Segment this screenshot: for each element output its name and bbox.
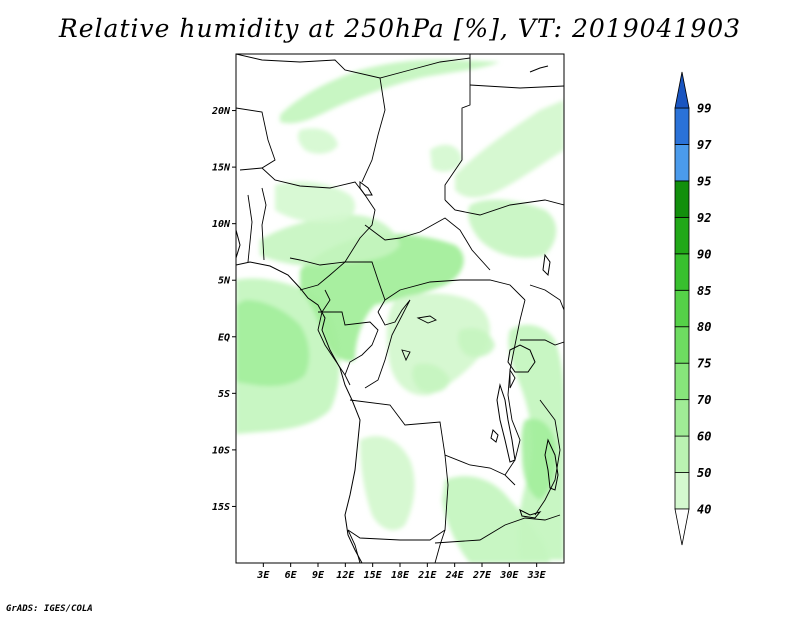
colorbar-segment xyxy=(674,435,690,473)
lake-kivu xyxy=(509,368,516,389)
colorbar-label: 97 xyxy=(697,138,712,152)
lake-tumba xyxy=(401,349,411,362)
lat-tick-label: EQ xyxy=(218,332,230,343)
humidity-area-south xyxy=(360,436,415,531)
lat-tick-label: 10N xyxy=(212,219,231,230)
border-benin xyxy=(261,187,267,261)
lat-tick-label: 20N xyxy=(211,106,231,117)
lat-tick-label: 10S xyxy=(212,445,230,456)
border-uganda-kenya xyxy=(520,284,564,346)
border-niger-chad xyxy=(361,77,386,183)
lon-tick-label: 24E xyxy=(445,570,465,581)
lon-tick-label: 18E xyxy=(391,570,410,581)
colorbar-label: 85 xyxy=(697,284,711,298)
border-car-drc xyxy=(384,279,526,301)
colorbar-upper-triangle xyxy=(674,71,690,109)
lon-tick-label: 3E xyxy=(256,570,270,581)
colorbar-segment xyxy=(674,144,690,182)
chart-title: Relative humidity at 250hPa [%], VT: 201… xyxy=(58,14,742,43)
border-angola-zambia xyxy=(347,454,449,541)
country-boundaries xyxy=(236,54,564,563)
nile-delta xyxy=(529,65,549,73)
border-north-algeria xyxy=(236,54,471,79)
colorbar-label: 95 xyxy=(697,174,711,188)
lat-tick-label: 5S xyxy=(218,389,230,400)
border-congo-gabon xyxy=(318,311,379,386)
border-egypt-sudan xyxy=(469,84,564,89)
colorbar-label: 60 xyxy=(697,430,711,444)
border-chad-car xyxy=(364,217,491,271)
border-congo-drc xyxy=(364,299,411,389)
lake-mweru xyxy=(490,429,499,443)
colorbar-label: 92 xyxy=(697,211,711,225)
lon-tick-label: 21E xyxy=(417,570,437,581)
border-zambia-south xyxy=(434,514,561,544)
lon-tick-label: 30E xyxy=(499,570,519,581)
colorbar-label: 50 xyxy=(697,466,711,480)
colorbar-label: 40 xyxy=(697,503,711,517)
border-cameroon xyxy=(299,261,386,313)
lat-tick-label: 15S xyxy=(212,502,230,513)
lake-turkana xyxy=(542,253,551,277)
border-chad-libya xyxy=(444,54,471,200)
colorbar-label: 75 xyxy=(697,357,711,371)
border-namibia xyxy=(347,529,446,563)
lon-tick-label: 33E xyxy=(527,570,547,581)
colorbar-label: 99 xyxy=(697,102,711,116)
colorbar: 40 50 60 70 75 80 85 90 92 95 97 99 xyxy=(674,71,712,546)
humidity-area-northeast xyxy=(455,100,564,198)
border-tanzania xyxy=(534,399,561,516)
colorbar-label: 80 xyxy=(697,320,711,334)
humidity-area-north xyxy=(280,59,500,124)
coastline xyxy=(236,65,559,563)
coastline-west-africa xyxy=(236,261,363,563)
lake-mai-ndombe xyxy=(416,315,437,324)
lon-tick-label: 15E xyxy=(364,570,383,581)
lon-tick-label: 9E xyxy=(312,570,325,581)
latitude-axis: 20N 15N 10N 5N EQ 5S 10S 15S xyxy=(211,106,236,513)
colorbar-segment xyxy=(674,326,690,364)
lon-tick-label: 6E xyxy=(285,570,298,581)
colorbar-segment xyxy=(674,107,690,145)
grads-credit: GrADS: IGES/COLA xyxy=(6,604,93,614)
humidity-field xyxy=(236,59,564,563)
border-mali-niger xyxy=(236,107,276,171)
lat-tick-label: 5N xyxy=(218,276,231,287)
lon-tick-label: 12E xyxy=(336,570,355,581)
border-togo xyxy=(247,194,253,263)
colorbar-segment xyxy=(674,362,690,401)
border-nigeria xyxy=(261,167,376,266)
colorbar-label: 90 xyxy=(697,247,711,261)
lon-tick-label: 27E xyxy=(472,570,492,581)
colorbar-segment xyxy=(674,399,690,437)
lake-malawi xyxy=(544,438,559,491)
colorbar-label: 70 xyxy=(697,393,711,407)
lake-tanganyika xyxy=(496,383,516,463)
colorbar-segment xyxy=(674,289,690,328)
colorbar-segment xyxy=(674,216,690,255)
coastline-bight xyxy=(236,229,241,259)
small-lakes xyxy=(401,315,516,389)
lat-tick-label: 15N xyxy=(212,163,231,174)
lake-kariba xyxy=(519,509,542,519)
border-sudan-southsudan xyxy=(444,199,564,216)
colorbar-segment xyxy=(674,180,690,218)
border-drc-east xyxy=(504,299,526,476)
lake-chad xyxy=(359,181,373,196)
colorbar-segment xyxy=(674,253,690,291)
lake-victoria xyxy=(507,344,536,373)
longitude-axis: 3E 6E 9E 12E 15E 18E 21E 24E 27E 30E 33E xyxy=(256,563,547,581)
colorbar-lower-triangle xyxy=(674,508,690,546)
colorbar-segment xyxy=(674,472,690,510)
